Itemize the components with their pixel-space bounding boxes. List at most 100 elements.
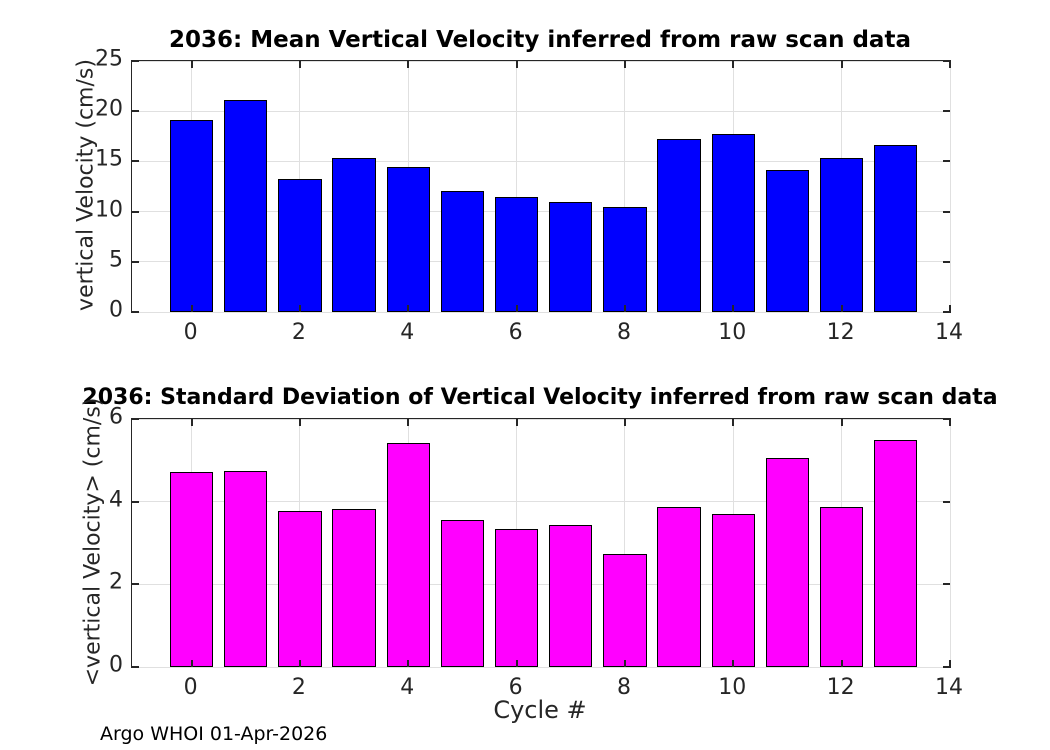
gridline-horizontal [132, 110, 950, 112]
y-tick-mark-right [943, 583, 950, 586]
gridline-horizontal [132, 666, 950, 668]
gridline-horizontal [132, 261, 950, 263]
x-tick-label: 14 [935, 675, 963, 700]
y-tick-mark-left [132, 500, 139, 503]
bar-cycle-7 [549, 201, 593, 312]
bar-cycle-5 [440, 519, 485, 667]
x-tick-mark-top [623, 419, 626, 426]
x-tick-label: 0 [183, 320, 198, 345]
bar-cycle-2 [278, 510, 322, 667]
x-tick-label: 4 [400, 675, 415, 700]
x-tick-mark-bottom [190, 305, 193, 312]
gridline-vertical [949, 61, 951, 312]
x-tick-mark-top [407, 61, 410, 68]
x-tick-label: 2 [291, 320, 306, 345]
y-tick-label: 6 [109, 404, 123, 430]
x-tick-mark-bottom [515, 660, 518, 667]
gridline-horizontal [132, 501, 950, 503]
y-tick-mark-right [943, 110, 950, 113]
y-tick-mark-right [943, 500, 950, 503]
bar-cycle-3 [332, 508, 376, 667]
y-tick-label: 5 [109, 247, 123, 273]
bar-cycle-4 [386, 167, 430, 312]
bar-cycle-8 [603, 206, 647, 312]
x-tick-mark-bottom [298, 305, 301, 312]
bar-cycle-2 [278, 179, 322, 312]
x-tick-mark-bottom [623, 305, 626, 312]
y-tick-mark-left [132, 160, 139, 163]
bar-cycle-1 [224, 471, 268, 667]
y-tick-mark-left [132, 60, 139, 62]
gridline-vertical [516, 61, 518, 312]
x-tick-mark-top [298, 419, 301, 426]
gridline-vertical [624, 61, 626, 312]
y-axis-label-std: <vertical Velocity> (cm/s) [80, 397, 106, 687]
gridline-vertical [624, 419, 626, 667]
x-tick-mark-top [190, 419, 193, 426]
x-tick-mark-bottom [732, 660, 735, 667]
x-tick-mark-bottom [732, 305, 735, 312]
y-tick-label: 4 [109, 487, 123, 513]
y-tick-mark-right [943, 311, 950, 313]
bar-cycle-13 [874, 145, 918, 312]
gridline-horizontal [132, 211, 950, 213]
bar-cycle-6 [494, 196, 539, 312]
x-tick-mark-bottom [949, 660, 951, 667]
y-tick-mark-left [132, 666, 139, 668]
gridline-horizontal [132, 583, 950, 585]
x-tick-mark-top [949, 61, 951, 68]
y-tick-mark-right [943, 210, 950, 213]
x-tick-mark-top [732, 419, 735, 426]
x-tick-label: 12 [826, 320, 855, 345]
y-tick-mark-right [943, 666, 950, 668]
x-tick-mark-top [515, 61, 518, 68]
bar-cycle-0 [169, 120, 214, 312]
bar-cycle-11 [765, 170, 810, 312]
y-tick-mark-left [132, 260, 139, 263]
y-tick-label: 0 [109, 297, 123, 323]
y-tick-mark-right [943, 160, 950, 163]
bar-cycle-11 [765, 458, 810, 667]
x-tick-mark-top [190, 61, 193, 68]
x-tick-mark-bottom [407, 660, 410, 667]
x-tick-mark-bottom [298, 660, 301, 667]
bar-cycle-10 [711, 514, 755, 667]
gridline-horizontal [132, 60, 950, 62]
x-tick-label: 4 [400, 320, 415, 345]
chart-title-std-deviation: 2036: Standard Deviation of Vertical Vel… [82, 385, 998, 410]
y-tick-label: 25 [95, 46, 123, 72]
bar-cycle-6 [494, 528, 539, 667]
bar-cycle-12 [819, 158, 864, 312]
y-tick-mark-right [943, 60, 950, 62]
figure-footer-text: Argo WHOI 01-Apr-2026 [100, 723, 328, 745]
bar-cycle-13 [874, 440, 918, 667]
x-tick-mark-bottom [949, 305, 951, 312]
bar-cycle-7 [549, 524, 593, 667]
x-tick-mark-bottom [840, 305, 843, 312]
x-tick-label: 10 [718, 320, 747, 345]
y-tick-label: 10 [95, 197, 123, 223]
bar-cycle-9 [657, 139, 701, 312]
gridline-horizontal [132, 311, 950, 313]
x-tick-mark-top [949, 419, 951, 426]
x-tick-label: 8 [616, 675, 631, 700]
x-tick-label: 0 [183, 675, 198, 700]
plot-area-1 [131, 418, 951, 668]
x-tick-mark-bottom [407, 305, 410, 312]
x-tick-label: 2 [291, 675, 306, 700]
y-tick-mark-left [132, 210, 139, 213]
bar-cycle-9 [657, 507, 701, 667]
y-tick-mark-right [943, 260, 950, 263]
x-tick-mark-bottom [840, 660, 843, 667]
plot-area-0 [131, 60, 951, 313]
bar-cycle-1 [224, 100, 268, 312]
x-tick-label: 12 [826, 675, 855, 700]
bar-cycle-5 [440, 190, 485, 312]
y-tick-label: 2 [109, 569, 123, 595]
y-tick-label: 20 [95, 96, 123, 122]
gridline-horizontal [132, 160, 950, 162]
bar-cycle-3 [332, 158, 376, 312]
x-tick-mark-top [840, 61, 843, 68]
x-tick-mark-top [298, 61, 301, 68]
